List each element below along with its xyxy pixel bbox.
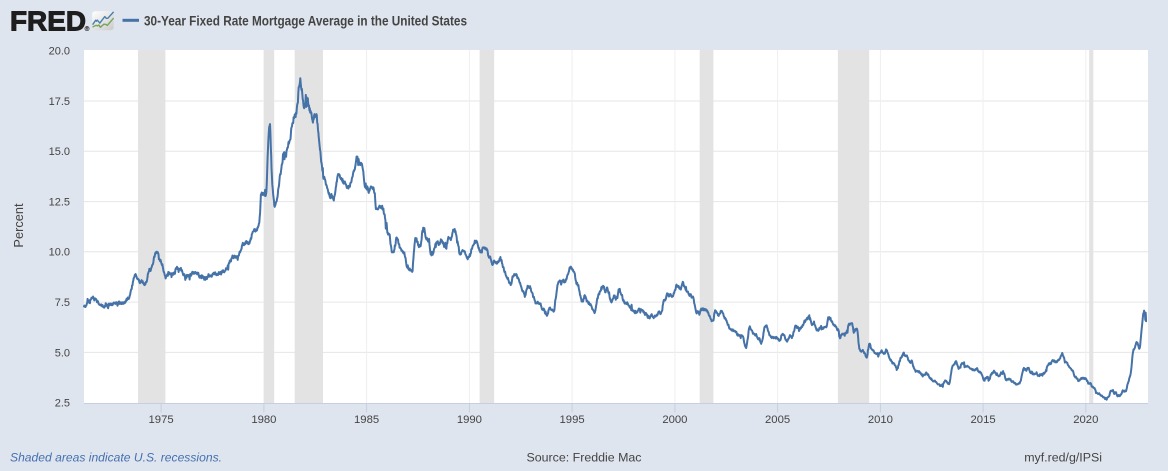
svg-text:1995: 1995 [560,414,585,426]
svg-text:1985: 1985 [354,414,379,426]
svg-text:12.5: 12.5 [49,197,70,209]
svg-text:Percent: Percent [11,203,26,248]
svg-text:20.0: 20.0 [49,46,70,58]
svg-text:2.5: 2.5 [55,398,70,410]
svg-text:17.5: 17.5 [49,96,70,108]
svg-text:Shaded areas indicate U.S. rec: Shaded areas indicate U.S. recessions. [10,451,222,465]
svg-text:FRED: FRED [10,5,86,36]
svg-text:30-Year Fixed Rate Mortgage Av: 30-Year Fixed Rate Mortgage Average in t… [144,14,467,29]
svg-text:1975: 1975 [149,414,174,426]
svg-text:2005: 2005 [765,414,790,426]
svg-text:2015: 2015 [971,414,996,426]
svg-text:15.0: 15.0 [49,146,70,158]
svg-text:Source: Freddie Mac: Source: Freddie Mac [526,451,641,465]
svg-text:2000: 2000 [662,414,687,426]
svg-text:2020: 2020 [1073,414,1098,426]
svg-text:7.5: 7.5 [55,297,70,309]
svg-text:10.0: 10.0 [49,247,70,259]
svg-text:1980: 1980 [251,414,276,426]
svg-text:myf.red/g/IPSi: myf.red/g/IPSi [1024,451,1102,465]
svg-text:1990: 1990 [457,414,482,426]
svg-text:2010: 2010 [868,414,893,426]
svg-text:5.0: 5.0 [55,347,70,359]
